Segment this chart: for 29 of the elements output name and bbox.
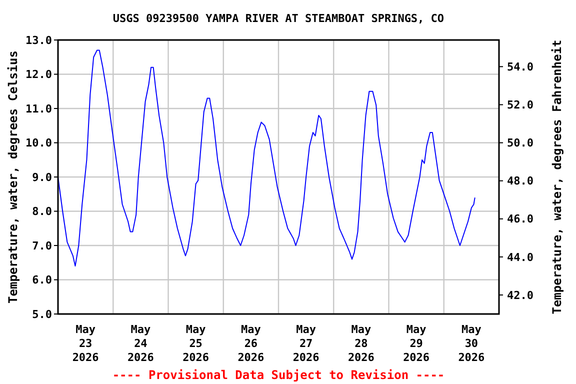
y-tick-label: 5.0 bbox=[32, 308, 52, 321]
y-tick-label: 13.0 bbox=[26, 34, 52, 47]
y2-tick-label: 54.0 bbox=[507, 60, 534, 74]
y-tick-label: 10.0 bbox=[26, 136, 52, 150]
x-tick-label: May 26 2026 bbox=[238, 323, 265, 364]
y2-tick-label: 42.0 bbox=[507, 288, 534, 302]
line-series bbox=[58, 50, 476, 267]
y2-tick-label: 52.0 bbox=[507, 98, 534, 112]
y-tick-label: 11.0 bbox=[26, 102, 52, 116]
chart-title: USGS 09239500 YAMPA RIVER AT STEAMBOAT SPRINGS, CO bbox=[112, 12, 444, 25]
y-tick-label: 9.0 bbox=[32, 170, 52, 184]
y2-tick-label: 44.0 bbox=[507, 250, 534, 264]
x-tick-label: May 23 2026 bbox=[72, 323, 100, 364]
x-tick-label: May 27 2026 bbox=[292, 323, 320, 364]
y2-axis-title: Temperature, water, degrees Fahrenheit bbox=[550, 40, 564, 314]
y-tick-label: 6.0 bbox=[32, 274, 52, 287]
y-axis-title: Temperature, water, degrees Celsius bbox=[6, 50, 20, 304]
text: ---- Provisional Data Subject to Revision ---- bbox=[112, 368, 445, 382]
y-tick-label: 8.0 bbox=[32, 205, 52, 218]
y-tick-label: 12.0 bbox=[26, 68, 52, 82]
y2-tick-label: 48.0 bbox=[507, 174, 534, 188]
x-tick-label: May 25 2026 bbox=[182, 323, 210, 364]
x-tick-label: May 30 2026 bbox=[458, 323, 486, 364]
x-tick-label: May 28 2026 bbox=[348, 323, 375, 364]
x-tick-label: May 29 2026 bbox=[403, 323, 430, 364]
x-tick-label: May 24 2026 bbox=[127, 323, 154, 364]
y-tick-label: 7.0 bbox=[32, 239, 52, 252]
y2-tick-label: 46.0 bbox=[507, 212, 534, 226]
y2-tick-label: 50.0 bbox=[507, 136, 534, 150]
